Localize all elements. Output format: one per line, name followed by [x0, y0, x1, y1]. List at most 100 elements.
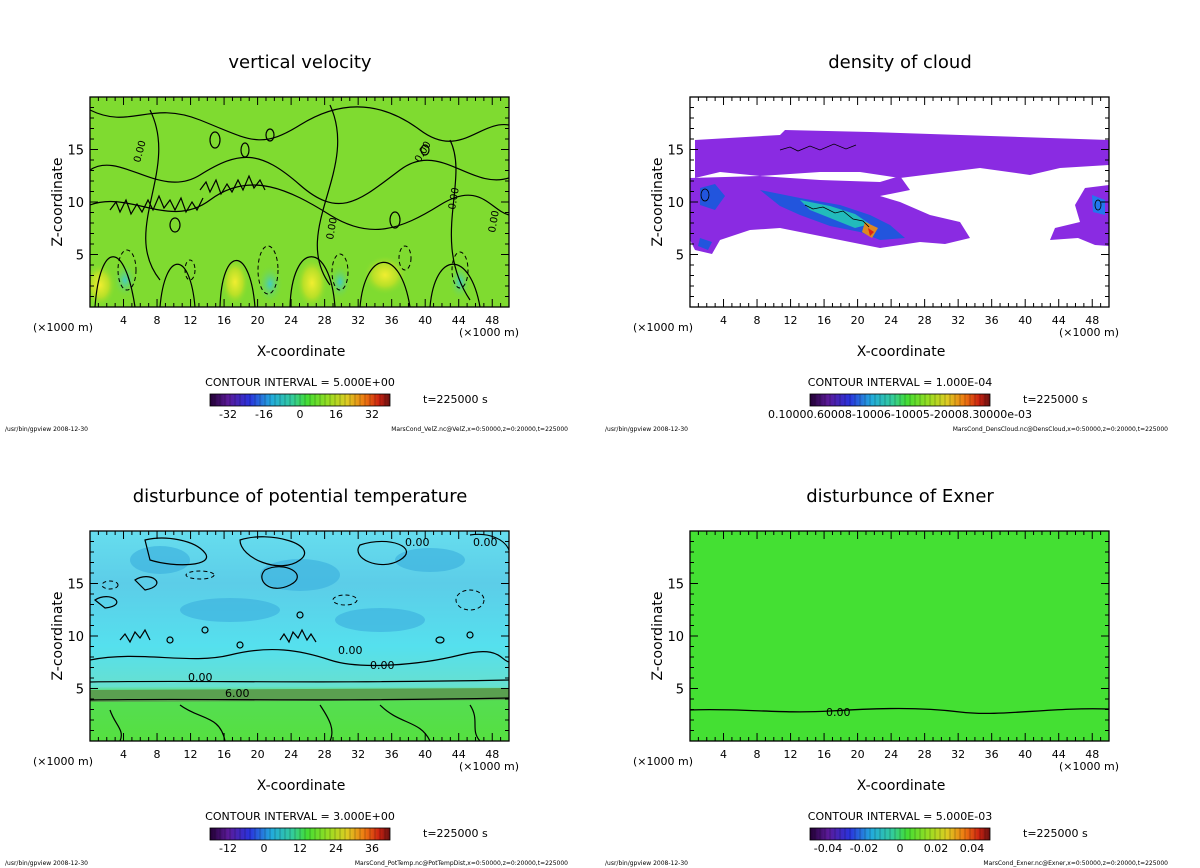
x-tick-label: 20	[251, 748, 265, 761]
contour-interval: CONTOUR INTERVAL = 5.000E+00	[205, 376, 395, 389]
x-tick-label: 40	[418, 748, 432, 761]
colorbar-tick-label: 0	[297, 408, 304, 421]
chart-title: vertical velocity	[228, 52, 372, 73]
colorbar-tick-label: 0.10000.60008-10006-10005-20008.30000e-0…	[768, 408, 1032, 421]
panel-potential-temperature: disturbunce of potential temperature	[90, 486, 509, 741]
x-tick-label: 48	[485, 314, 499, 327]
x-tick-label: 32	[351, 314, 365, 327]
footer-right: MarsCond_DensCloud.nc@DensCloud,x=0:5000…	[953, 426, 1168, 433]
x-unit-left: (×1000 m)	[33, 755, 93, 768]
y-tick-label: 15	[67, 144, 84, 159]
x-tick-label: 8	[754, 314, 761, 327]
contour-interval: CONTOUR INTERVAL = 3.000E+00	[205, 810, 395, 823]
y-tick-label: 5	[76, 249, 84, 264]
y-axis-label: Z-coordinate	[650, 157, 666, 246]
colorbar-tick-label: 16	[329, 408, 343, 421]
contour-label: 0.00	[338, 644, 363, 657]
contour-label: 0.00	[370, 659, 395, 672]
x-tick-label: 24	[284, 748, 298, 761]
y-tick-label: 10	[67, 630, 84, 645]
footer-left: /usr/bin/gpview 2008-12-30	[605, 860, 688, 867]
x-tick-label: 44	[1052, 314, 1066, 327]
plot-field	[90, 97, 509, 307]
plot-field	[690, 97, 1109, 307]
x-tick-label: 28	[918, 748, 932, 761]
x-axis-label: X-coordinate	[257, 344, 346, 360]
plot-field	[90, 531, 509, 741]
x-unit-right: (×1000 m)	[1059, 760, 1119, 773]
footer-right: MarsCond_Exner.nc@Exner,x=0:50000,z=0:20…	[983, 860, 1168, 867]
x-tick-label: 16	[217, 748, 231, 761]
x-tick-label: 16	[817, 314, 831, 327]
y-tick-label: 5	[676, 249, 684, 264]
y-tick-label: 10	[667, 196, 684, 211]
x-tick-label: 4	[120, 748, 127, 761]
x-tick-label: 24	[884, 748, 898, 761]
x-tick-label: 8	[154, 748, 161, 761]
plot-field	[690, 531, 1109, 741]
y-tick-label: 5	[676, 683, 684, 698]
x-tick-label: 36	[985, 314, 999, 327]
y-axis-label: Z-coordinate	[50, 591, 66, 680]
panel-vertical-velocity: vertical velocity	[90, 52, 509, 307]
x-unit-right: (×1000 m)	[459, 326, 519, 339]
x-tick-label: 4	[720, 314, 727, 327]
chart-title: disturbunce of potential temperature	[133, 486, 468, 507]
y-tick-label: 15	[667, 144, 684, 159]
y-axis-label: Z-coordinate	[50, 157, 66, 246]
x-unit-right: (×1000 m)	[459, 760, 519, 773]
y-tick-label: 10	[67, 196, 84, 211]
colorbar-tick-label: -16	[255, 408, 273, 421]
x-tick-label: 16	[217, 314, 231, 327]
y-tick-label: 15	[67, 578, 84, 593]
x-tick-label: 20	[851, 748, 865, 761]
x-unit-right: (×1000 m)	[1059, 326, 1119, 339]
x-tick-label: 36	[985, 748, 999, 761]
contour-interval: CONTOUR INTERVAL = 1.000E-04	[808, 376, 992, 389]
footer-left: /usr/bin/gpview 2008-12-30	[5, 426, 88, 433]
x-tick-label: 40	[1018, 748, 1032, 761]
contour-label: 6.00	[225, 687, 250, 700]
contour-label: 0.00	[473, 536, 498, 549]
x-tick-label: 28	[918, 314, 932, 327]
footer-left: /usr/bin/gpview 2008-12-30	[5, 860, 88, 867]
time-label: t=225000 s	[1023, 827, 1088, 840]
x-tick-label: 28	[318, 314, 332, 327]
chart-title: density of cloud	[828, 52, 972, 73]
colorbar-tick-label: 24	[329, 842, 343, 855]
y-tick-label: 10	[667, 630, 684, 645]
x-unit-left: (×1000 m)	[633, 321, 693, 334]
x-tick-label: 32	[951, 314, 965, 327]
x-tick-label: 4	[720, 748, 727, 761]
x-tick-label: 16	[817, 748, 831, 761]
time-label: t=225000 s	[423, 393, 488, 406]
y-tick-label: 15	[667, 578, 684, 593]
x-tick-label: 4	[120, 314, 127, 327]
x-tick-label: 44	[452, 314, 466, 327]
time-label: t=225000 s	[1023, 393, 1088, 406]
x-tick-label: 36	[385, 314, 399, 327]
contour-label: 0.00	[325, 217, 340, 241]
panel-density-of-cloud: density of cloud	[690, 52, 1109, 307]
x-tick-label: 12	[184, 314, 198, 327]
footer-right: MarsCond_VelZ.nc@VelZ,x=0:50000,z=0:2000…	[391, 426, 568, 433]
contour-label: 0.00	[487, 210, 502, 234]
x-tick-label: 8	[154, 314, 161, 327]
x-axis-label: X-coordinate	[257, 778, 346, 794]
x-tick-label: 24	[884, 314, 898, 327]
chart-title: disturbunce of Exner	[806, 486, 994, 507]
x-tick-label: 20	[251, 314, 265, 327]
x-tick-label: 20	[851, 314, 865, 327]
x-tick-label: 32	[951, 748, 965, 761]
colorbar-tick-label: 12	[293, 842, 307, 855]
x-tick-label: 44	[452, 748, 466, 761]
panel-exner: disturbunce of Exner 0.00	[690, 486, 1109, 741]
colorbar-tick-label: -0.04	[814, 842, 842, 855]
x-tick-label: 40	[418, 314, 432, 327]
x-tick-label: 48	[1085, 748, 1099, 761]
